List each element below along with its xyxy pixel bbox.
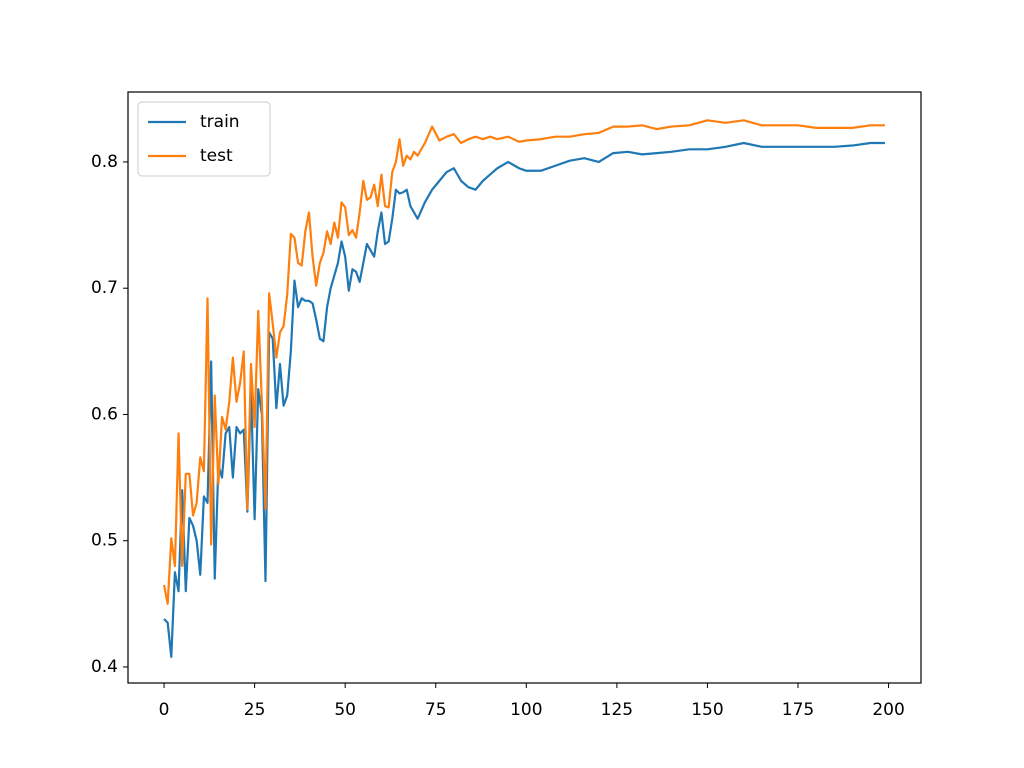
x-tick-label: 125 xyxy=(601,700,633,720)
x-tick-label: 0 xyxy=(159,700,170,720)
line-series xyxy=(162,119,885,605)
x-tick-label: 175 xyxy=(782,700,814,720)
x-tick-label: 100 xyxy=(510,700,542,720)
line-series xyxy=(163,141,885,658)
legend-label: test xyxy=(200,146,233,166)
legend-label: train xyxy=(200,112,240,132)
x-tick-label: 75 xyxy=(425,700,447,720)
x-tick-label: 50 xyxy=(334,700,356,720)
y-tick-label: 0.6 xyxy=(91,404,118,424)
x-tick-label: 25 xyxy=(244,700,266,720)
y-tick-label: 0.8 xyxy=(91,152,118,172)
x-tick-label: 150 xyxy=(691,700,723,720)
axes-frame xyxy=(127,91,922,684)
x-tick-label: 200 xyxy=(872,700,904,720)
y-tick-label: 0.5 xyxy=(91,531,118,551)
y-tick-label: 0.7 xyxy=(91,278,118,298)
y-tick-label: 0.4 xyxy=(91,657,118,677)
legend-box xyxy=(137,101,271,177)
